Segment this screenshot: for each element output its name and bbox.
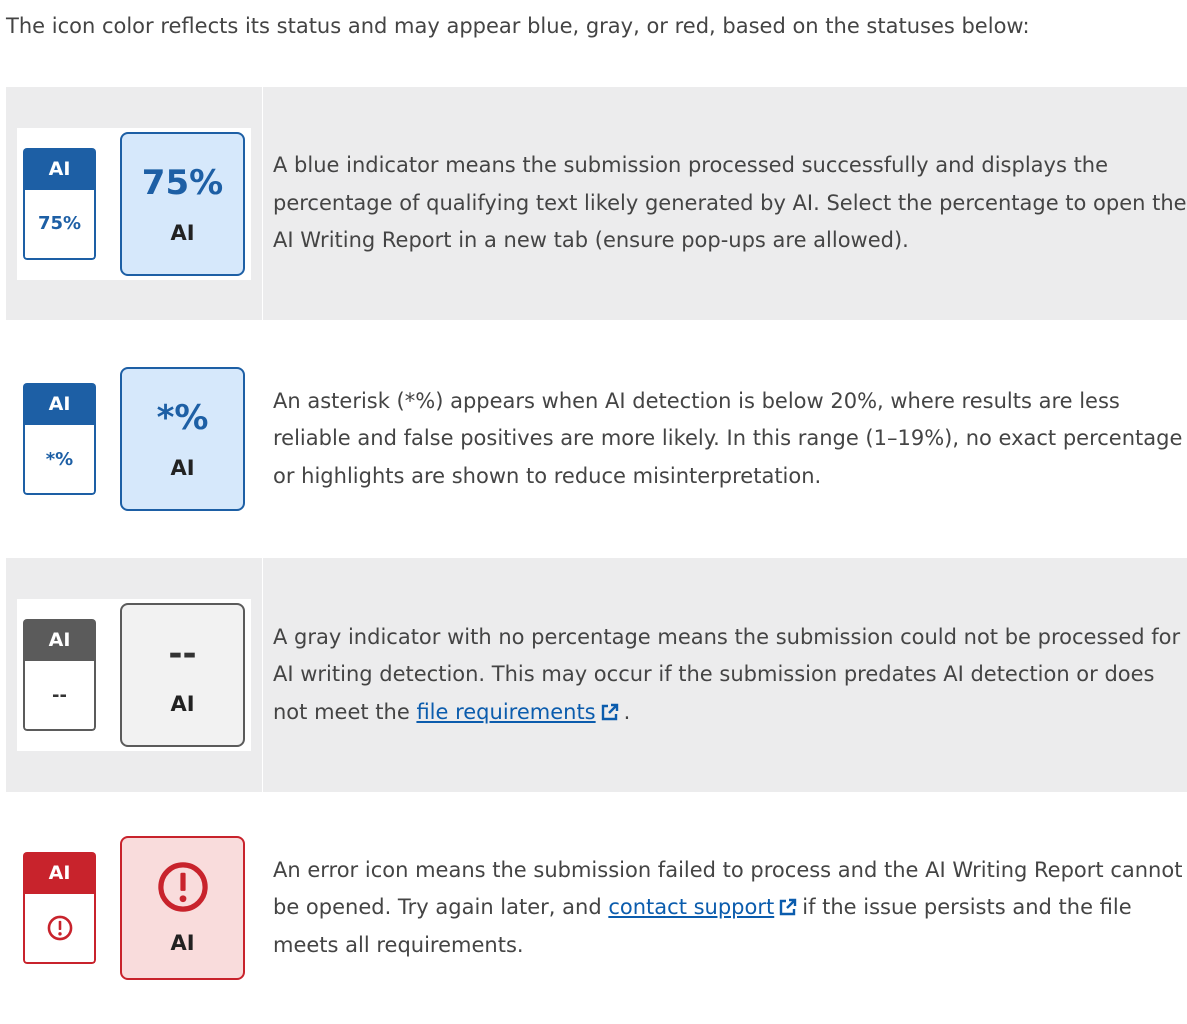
large-icon: AI	[120, 836, 245, 980]
description: An asterisk (*%) appears when AI detecti…	[273, 383, 1187, 496]
small-icon-header: AI	[23, 852, 96, 894]
external-link-icon	[601, 703, 618, 720]
description-cell: An asterisk (*%) appears when AI detecti…	[263, 320, 1187, 558]
icon-cell: AI AI	[6, 792, 262, 1024]
description-link[interactable]: contact support	[608, 895, 775, 920]
description: A blue indicator means the submission pr…	[273, 147, 1187, 260]
small-icon-body: 75%	[23, 189, 96, 260]
large-icon-value: --	[168, 634, 197, 674]
status-row: AI *% *% AI An asterisk (*%) appears when …	[6, 320, 1187, 558]
intro: The icon color reflects its status and m…	[6, 14, 1030, 38]
description-cell: A gray indicator with no percentage mean…	[263, 558, 1187, 792]
small-icon-value: 75%	[37, 213, 82, 234]
icon-cell: AI -- -- AI	[6, 558, 262, 792]
external-link-icon	[780, 899, 797, 916]
description-text: An asterisk (*%) appears when AI detecti…	[273, 388, 1183, 488]
error-icon	[157, 862, 208, 912]
large-icon: -- AI	[120, 603, 245, 747]
icon-group: AI AI	[17, 832, 251, 984]
large-icon-label: AI	[170, 456, 195, 480]
icon-group: AI -- -- AI	[17, 599, 251, 751]
status-row: AI AI An error icon means the submission…	[6, 792, 1187, 1024]
error-icon	[47, 915, 72, 941]
description-cell: A blue indicator means the submission pr…	[263, 87, 1187, 320]
small-icon-body: --	[23, 661, 96, 731]
icon-cell: AI 75% 75% AI	[6, 87, 262, 320]
description: A gray indicator with no percentage mean…	[273, 619, 1187, 732]
small-icon-value: *%	[45, 448, 74, 470]
large-icon-label: AI	[170, 931, 195, 955]
large-icon-value: *%	[156, 398, 209, 438]
description-after: .	[623, 699, 631, 724]
description-cell: An error icon means the submission faile…	[263, 792, 1187, 1024]
small-icon-value: --	[52, 684, 67, 706]
large-icon-label: AI	[170, 220, 195, 245]
small-icon: AI *%	[23, 383, 96, 495]
description-after: if the issue persists and the file meets…	[273, 895, 1132, 957]
description-link[interactable]: file requirements	[416, 699, 596, 724]
large-icon-value: 75%	[141, 162, 224, 203]
status-row: AI 75% 75% AI A blue indicator means the s…	[6, 87, 1187, 320]
small-icon: AI 75%	[23, 147, 96, 260]
small-icon-header: AI	[23, 619, 96, 661]
large-icon: 75% AI	[120, 131, 245, 276]
icon-group: AI 75% 75% AI	[17, 127, 251, 280]
icon-cell: AI *% *% AI	[6, 320, 262, 558]
description-text: An error icon means the submission faile…	[273, 857, 1183, 920]
large-icon: *% AI	[120, 367, 245, 511]
large-icon-label: AI	[170, 692, 195, 716]
description-text: A gray indicator with no percentage mean…	[273, 624, 1181, 724]
description-text: A blue indicator means the submission pr…	[273, 153, 1187, 253]
description: An error icon means the submission faile…	[273, 852, 1187, 965]
small-icon-body: *%	[23, 425, 96, 495]
small-icon-header: AI	[23, 383, 96, 425]
small-icon-header: AI	[23, 147, 96, 190]
small-icon: AI --	[23, 619, 96, 731]
small-icon: AI	[23, 852, 96, 964]
status-row: AI -- -- AI A gray indicator with no perce…	[6, 558, 1187, 792]
small-icon-body	[23, 894, 96, 964]
icon-group: AI *% *% AI	[17, 363, 251, 515]
